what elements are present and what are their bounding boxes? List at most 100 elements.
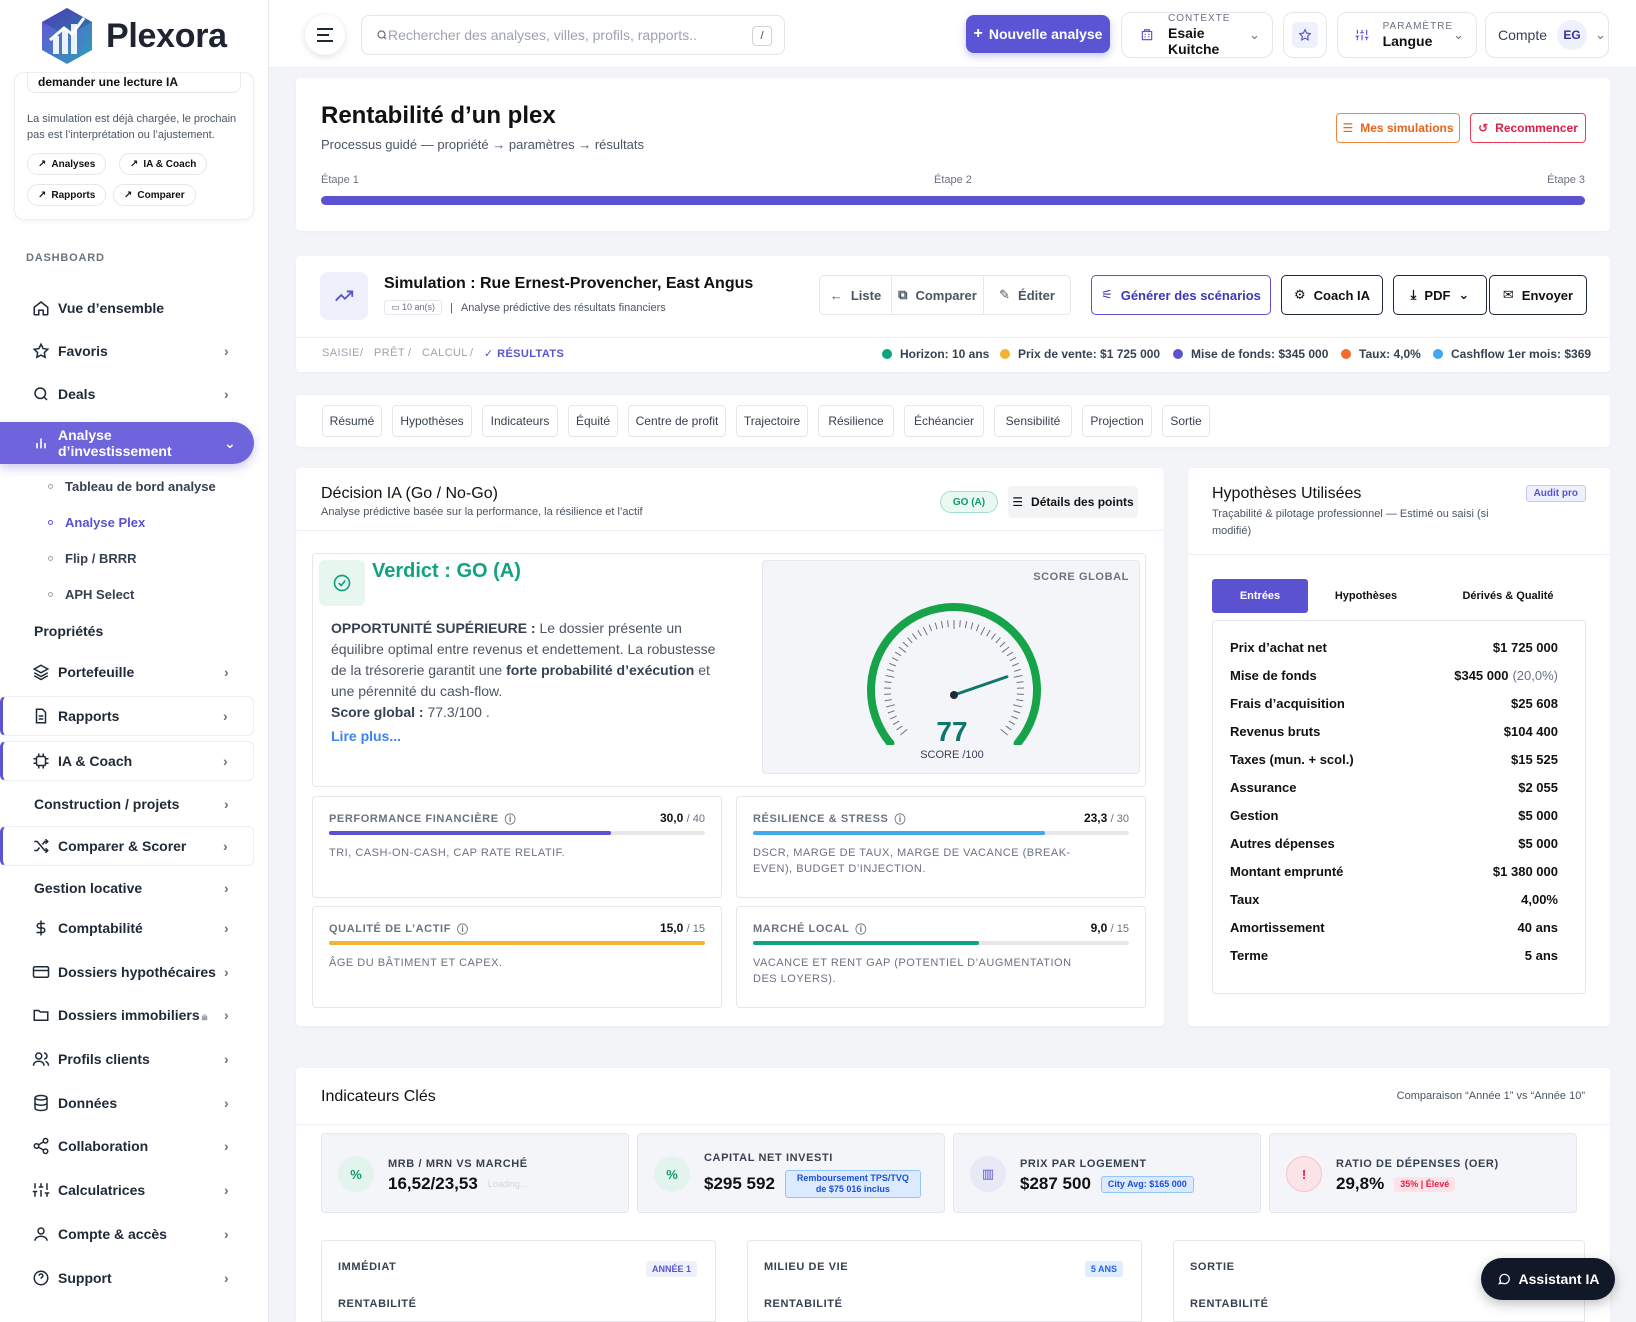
tab-trajectoire[interactable]: Trajectoire bbox=[736, 405, 808, 437]
tab-equite[interactable]: Équité bbox=[568, 405, 618, 437]
app-name: Plexora bbox=[106, 16, 227, 55]
sidebar-item-donnees[interactable]: Données › bbox=[14, 1083, 254, 1123]
breadcrumb-resultats[interactable]: ✓ RÉSULTATS bbox=[484, 348, 565, 360]
read-more-link[interactable]: Lire plus... bbox=[331, 728, 402, 744]
info-icon: ⓘ bbox=[894, 814, 907, 826]
tab-projection[interactable]: Projection bbox=[1082, 405, 1152, 437]
compare-button[interactable]: ⧉ Comparer bbox=[892, 276, 984, 314]
sidebar-item-overview[interactable]: Vue d’ensemble bbox=[14, 288, 254, 328]
trend-up-icon bbox=[320, 272, 368, 320]
list-button[interactable]: ← Liste bbox=[820, 276, 892, 314]
menu-toggle-button[interactable] bbox=[305, 15, 345, 55]
restart-button[interactable]: ↺ Recommencer bbox=[1470, 113, 1586, 143]
gauge-tick bbox=[896, 725, 903, 731]
tab-echeancier[interactable]: Échéancier bbox=[904, 405, 984, 437]
chip-analyses[interactable]: ↗ Analyses bbox=[27, 153, 107, 175]
points-details-button[interactable]: ☰ Détails des points bbox=[1008, 486, 1138, 518]
sidebar-item-profils-clients[interactable]: Profils clients › bbox=[14, 1039, 254, 1079]
sidebar-subitem-tableau-bord[interactable]: Tableau de bord analyse bbox=[48, 479, 216, 494]
sidebar-item-dossiers-hypothecaires[interactable]: Dossiers hypothécaires › bbox=[14, 952, 254, 992]
gauge-tick bbox=[999, 641, 1006, 648]
chip-comparer[interactable]: ↗ Comparer bbox=[113, 184, 196, 206]
tab-indicateurs[interactable]: Indicateurs bbox=[482, 405, 558, 437]
sidebar-item-analyse-investissement[interactable]: Analyse d’investissement ⌄ bbox=[0, 422, 254, 464]
sidebar-item-deals[interactable]: Deals › bbox=[14, 374, 254, 414]
tab-sortie[interactable]: Sortie bbox=[1162, 405, 1210, 437]
chip-rapports[interactable]: ↗ Rapports bbox=[27, 184, 107, 206]
tab-sensibilite[interactable]: Sensibilité bbox=[994, 405, 1072, 437]
app-logo[interactable]: Plexora bbox=[40, 6, 227, 66]
simulation-card: Simulation : Rue Ernest-Provencher, East… bbox=[296, 256, 1610, 372]
tab-centre-profit[interactable]: Centre de profit bbox=[628, 405, 726, 437]
favorite-button[interactable] bbox=[1283, 12, 1327, 58]
tab-derives-qualite[interactable]: Dérivés & Qualité bbox=[1462, 590, 1554, 602]
assumption-value: $104 400 bbox=[1503, 724, 1558, 739]
sidebar-item-comptabilite[interactable]: Comptabilité › bbox=[14, 908, 254, 948]
sidebar-subitem-analyse-plex[interactable]: Analyse Plex bbox=[48, 515, 145, 530]
sidebar-item-favoris[interactable]: Favoris › bbox=[14, 331, 254, 371]
sidebar-item-compte-acces[interactable]: Compte & accès › bbox=[14, 1214, 254, 1254]
pdf-button[interactable]: ⤓ PDF ⌄ bbox=[1393, 275, 1487, 315]
gauge-tick bbox=[885, 674, 895, 678]
assumption-row: Amortissement 40 ans bbox=[1230, 920, 1558, 935]
sidebar-item-collaboration[interactable]: Collaboration › bbox=[14, 1126, 254, 1166]
send-button[interactable]: ✉ Envoyer bbox=[1489, 275, 1587, 315]
tab-resume[interactable]: Résumé bbox=[322, 405, 382, 437]
new-analysis-button[interactable]: + Nouvelle analyse bbox=[966, 15, 1110, 53]
tab-resilience[interactable]: Résilience bbox=[818, 405, 894, 437]
gauge-tick bbox=[1016, 699, 1024, 702]
chevron-right-icon: › bbox=[224, 1270, 229, 1286]
breadcrumb-saisie[interactable]: SAISIE bbox=[322, 347, 360, 359]
star-icon bbox=[1292, 22, 1318, 48]
process-header-card: Rentabilité d’un plex Processus guidé — … bbox=[296, 78, 1610, 231]
sidebar-subitem-flip-brrr[interactable]: Flip / BRRR bbox=[48, 551, 137, 566]
sidebar-item-calculatrices[interactable]: Calculatrices › bbox=[14, 1170, 254, 1210]
sidebar-subitem-aph-select[interactable]: APH Select bbox=[48, 587, 134, 602]
divider bbox=[1188, 554, 1610, 555]
sidebar-item-portefeuille[interactable]: Portefeuille › bbox=[14, 652, 254, 692]
tab-hypotheses-assumptions[interactable]: Hypothèses bbox=[1334, 590, 1398, 602]
assumption-row: Prix d’achat net $1 725 000 bbox=[1230, 640, 1558, 655]
coach-ia-button[interactable]: ⚙ Coach IA bbox=[1281, 275, 1383, 315]
assumption-row: Mise de fonds $345 000 (20,0%) bbox=[1230, 668, 1558, 683]
assumption-row: Montant emprunté $1 380 000 bbox=[1230, 864, 1558, 879]
gauge-arc bbox=[867, 603, 1041, 745]
phase-badge: ANNÉE 1 bbox=[645, 1261, 697, 1277]
dollar-icon bbox=[30, 917, 52, 939]
search-input[interactable]: Rechercher des analyses, villes, profils… bbox=[361, 15, 785, 55]
sidebar-item-gestion-locative[interactable]: Gestion locative › bbox=[14, 868, 254, 908]
gauge-tick bbox=[900, 728, 908, 736]
bullet-icon bbox=[48, 592, 53, 597]
tps-tvq-badge: Remboursement TPS/TVQ de $75 016 inclus bbox=[784, 1170, 921, 1198]
sidebar-item-ia-coach[interactable]: IA & Coach › bbox=[0, 741, 254, 781]
parameter-selector[interactable]: PARAMÈTRE Langue ⌄ bbox=[1337, 12, 1477, 58]
sidebar-item-dossiers-immobiliers[interactable]: Dossiers immobiliers 🔒︎ › bbox=[14, 995, 254, 1035]
sidebar-item-proprietes[interactable]: Propriétés bbox=[34, 623, 104, 639]
sidebar-item-comparer-scorer[interactable]: Comparer & Scorer › bbox=[0, 826, 254, 866]
sidebar-item-construction[interactable]: Construction / projets › bbox=[14, 784, 254, 824]
sidebar-item-support[interactable]: Support › bbox=[14, 1258, 254, 1298]
account-menu[interactable]: Compte EG ⌄ bbox=[1485, 12, 1609, 58]
context-selector[interactable]: CONTEXTE Esaie Kuitche ⌄ bbox=[1121, 12, 1273, 58]
chip-ia-coach[interactable]: ↗ IA & Coach bbox=[119, 153, 208, 175]
gauge-tick bbox=[975, 624, 980, 632]
gauge-tick bbox=[995, 637, 1001, 644]
divider bbox=[296, 530, 1164, 531]
percent-icon: % bbox=[338, 1156, 374, 1192]
alert-icon: ! bbox=[1286, 1156, 1322, 1192]
gauge-tick bbox=[889, 662, 896, 667]
chevron-right-icon: › bbox=[223, 838, 228, 854]
breadcrumb-pret[interactable]: PRÊT bbox=[374, 347, 405, 359]
tab-hypotheses[interactable]: Hypothèses bbox=[392, 405, 472, 437]
my-simulations-button[interactable]: ☰ Mes simulations bbox=[1336, 113, 1460, 143]
assistant-ia-button[interactable]: Assistant IA bbox=[1481, 1258, 1615, 1300]
generate-scenarios-button[interactable]: ⚟ Générer des scénarios bbox=[1091, 275, 1271, 315]
home-icon bbox=[30, 297, 52, 319]
check-circle-icon bbox=[319, 560, 365, 606]
edit-button[interactable]: ✎ Éditer bbox=[999, 287, 1055, 303]
tab-entrees[interactable]: Entrées bbox=[1212, 579, 1308, 613]
sidebar-item-rapports[interactable]: Rapports › bbox=[0, 696, 254, 736]
help-card-title: demander une lecture IA bbox=[27, 73, 241, 93]
breadcrumb-calcul[interactable]: CALCUL bbox=[422, 347, 468, 359]
legend-rate: Taux: 4,0% bbox=[1341, 347, 1421, 361]
